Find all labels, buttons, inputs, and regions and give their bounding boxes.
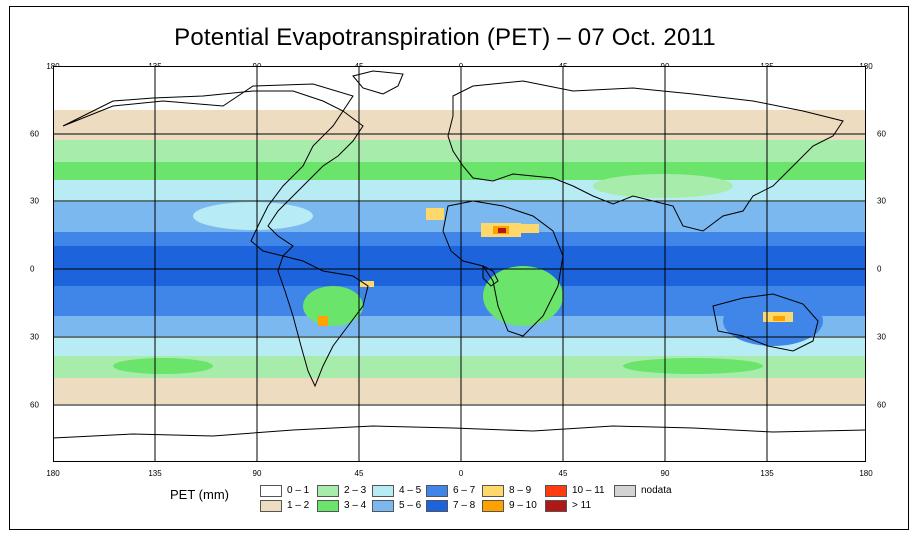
legend-label: 4 – 5	[399, 485, 422, 496]
lon-label-bottom: 90	[252, 469, 262, 478]
legend-swatch	[260, 500, 282, 512]
legend-title: PET (mm)	[170, 487, 229, 502]
legend-swatch	[372, 485, 394, 497]
legend-label: 9 – 10	[509, 500, 537, 511]
lon-label-bottom: 135	[148, 469, 162, 478]
legend-swatch	[482, 500, 504, 512]
lat-label-left: 60	[30, 400, 39, 410]
legend-swatch	[260, 485, 282, 497]
lat-label-right: 30	[877, 332, 886, 342]
legend-swatch	[482, 485, 504, 497]
legend-swatch	[545, 485, 567, 497]
lat-label-right: 30	[877, 196, 886, 206]
legend-label: 3 – 4	[344, 500, 367, 511]
legend-label: 1 – 2	[287, 500, 310, 511]
legend-label: 7 – 8	[453, 500, 476, 511]
lat-label-right: 0	[877, 264, 882, 274]
lat-label-right: 60	[877, 400, 886, 410]
lat-label-right: 60	[877, 129, 886, 139]
lon-label-bottom: 135	[760, 469, 774, 478]
legend-swatch	[426, 500, 448, 512]
pet-world-map	[53, 66, 866, 462]
legend-swatch	[317, 485, 339, 497]
legend-swatch	[317, 500, 339, 512]
hot-spots	[318, 208, 793, 326]
legend-swatch	[614, 485, 636, 497]
legend-label: 2 – 3	[344, 485, 367, 496]
legend-label: nodata	[641, 485, 672, 496]
legend-label: 6 – 7	[453, 485, 476, 496]
legend-label: 0 – 1	[287, 485, 310, 496]
lon-label-bottom: 45	[354, 469, 364, 478]
continent-outlines	[53, 70, 866, 439]
lon-label-top: 180	[859, 62, 873, 71]
legend-label: 10 – 11	[572, 485, 605, 496]
lon-label-bottom: 45	[558, 469, 568, 478]
lon-label-bottom: 0	[458, 469, 464, 478]
legend-label: 8 – 9	[509, 485, 532, 496]
lat-label-left: 0	[30, 264, 35, 274]
legend-label: 5 – 6	[399, 500, 422, 511]
legend-swatch	[372, 500, 394, 512]
lon-label-bottom: 90	[660, 469, 670, 478]
lon-label-bottom: 180	[859, 469, 873, 478]
lat-label-left: 30	[30, 196, 39, 206]
lon-label-bottom: 180	[46, 469, 60, 478]
legend-label: > 11	[572, 500, 591, 511]
lat-label-left: 30	[30, 332, 39, 342]
lat-label-left: 60	[30, 129, 39, 139]
legend-swatch	[426, 485, 448, 497]
map-title: Potential Evapotranspiration (PET) – 07 …	[174, 24, 716, 51]
legend-swatch	[545, 500, 567, 512]
graticule	[53, 66, 866, 462]
figure-frame	[9, 6, 909, 530]
